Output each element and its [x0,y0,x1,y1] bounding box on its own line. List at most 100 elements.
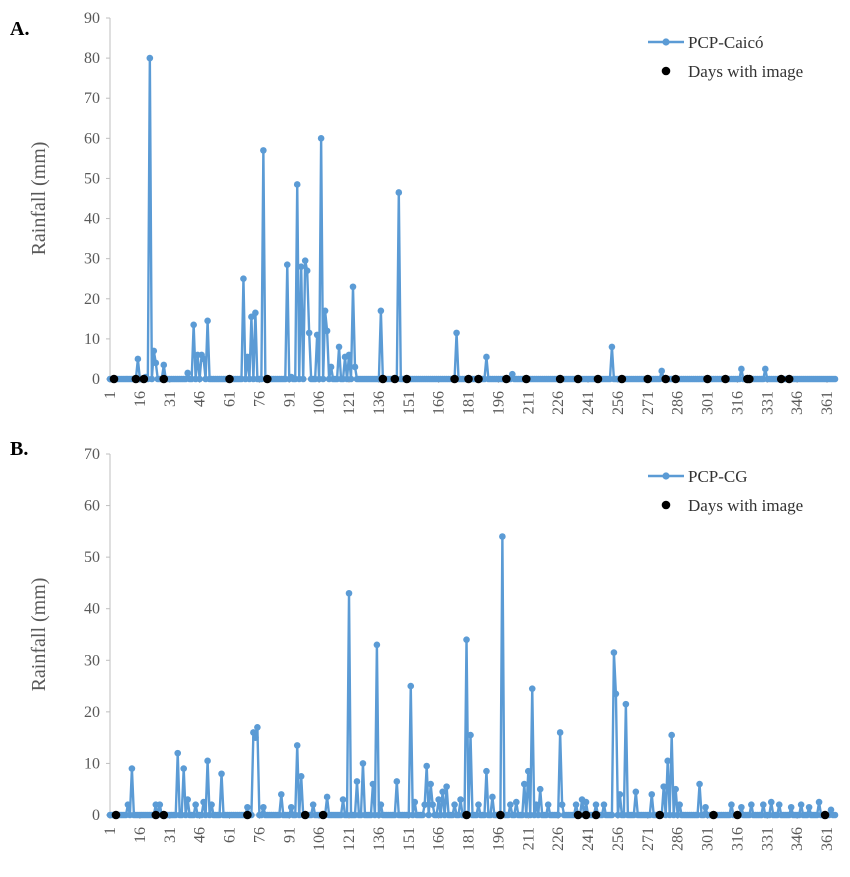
data-point [439,788,446,796]
data-point [499,533,506,540]
image-day-marker [139,374,149,384]
data-point [475,801,482,808]
data-point [301,257,309,264]
data-point [313,331,321,339]
image-day-marker [721,374,730,384]
image-day-marker [462,810,471,820]
image-day-marker [159,374,169,384]
x-tick-label: 256 [610,827,627,851]
data-point [174,749,182,757]
x-tick-label: 136 [371,827,388,851]
data-point [831,375,839,383]
series-line [110,56,835,381]
image-day-marker [703,374,712,384]
x-tick-label: 151 [401,391,418,415]
data-point [260,147,267,154]
data-point [277,791,285,798]
data-point [622,700,630,708]
data-point [321,307,329,315]
x-tick-label: 91 [281,391,298,407]
legend-series-marker [662,38,670,46]
data-point [520,780,528,788]
x-tick-label: 61 [222,391,239,407]
x-tick-label: 241 [580,391,597,415]
data-point [303,267,311,275]
data-point [150,347,158,355]
x-tick-label: 31 [162,827,179,843]
y-tick-label: 40 [84,601,100,618]
data-point [483,353,490,361]
data-point [748,801,755,808]
data-point [676,801,683,808]
data-point [317,135,325,142]
image-day-marker [151,810,161,820]
data-point [632,788,640,796]
data-point [554,811,562,819]
x-tick-label: 361 [819,827,836,851]
data-point [827,806,835,814]
x-tick-label: 271 [640,391,657,415]
data-point [831,811,839,819]
data-point [240,275,247,283]
legend-image-label: Days with image [688,62,803,81]
data-point [702,803,709,811]
series-rainfall [106,54,839,383]
data-point [204,757,211,765]
chart-panel-b: B. 0 10 20 30 40 50 60 70 1 16 31 46 61 76 91 106 121 136 1… [10,438,839,851]
data-point [218,770,225,778]
x-tick-label: 361 [819,391,836,415]
image-day-marker [581,810,591,820]
image-day-marker [617,374,627,384]
x-tick-label: 166 [431,827,448,851]
y-tick-label: 30 [84,251,100,268]
image-day-marker [661,374,671,384]
data-point [411,798,419,806]
data-point [489,793,496,801]
data-point [297,263,305,270]
data-point [345,589,353,597]
data-point [457,796,464,803]
image-day-marker [159,810,169,820]
x-tick-label: 196 [490,827,507,851]
x-tick-label: 106 [311,391,328,415]
legend-image-label: Days with image [688,496,803,515]
panel-label: B. [10,438,28,460]
data-point [124,801,132,808]
x-tick-label: 316 [729,827,746,851]
data-point [327,363,335,371]
data-point [582,798,590,806]
data-point [608,811,616,819]
data-point [299,375,307,383]
y-tick-label: 50 [84,170,100,187]
data-point [453,329,460,337]
data-point [152,359,160,367]
y-tick-label: 20 [84,704,100,721]
chart-panel-a: A. 0 10 20 30 40 50 60 70 80 90 1 16 31 46 61 76 91 106 121… [10,10,839,415]
legend: PCP-CG Days with image [648,467,803,515]
data-point [208,801,215,808]
data-point [536,785,544,793]
data-point [196,375,203,383]
panel-label: A. [10,18,29,40]
y-tick-label: 10 [84,331,100,348]
data-point [443,783,450,790]
data-point [507,801,514,808]
data-point [319,375,327,383]
image-day-marker [111,810,121,820]
data-point [483,767,490,775]
data-point [200,355,207,363]
data-point [204,317,211,325]
data-point [395,189,403,196]
data-point [323,793,331,801]
data-point [369,780,377,788]
data-point [309,801,317,808]
image-day-marker [263,374,272,384]
x-tick-label: 166 [431,391,448,415]
data-point [608,343,616,351]
data-point [260,803,267,811]
image-day-marker [464,374,473,384]
y-tick-label: 80 [84,50,100,67]
x-tick-label: 91 [281,827,298,843]
data-point [359,760,367,767]
image-day-marker [521,374,531,384]
